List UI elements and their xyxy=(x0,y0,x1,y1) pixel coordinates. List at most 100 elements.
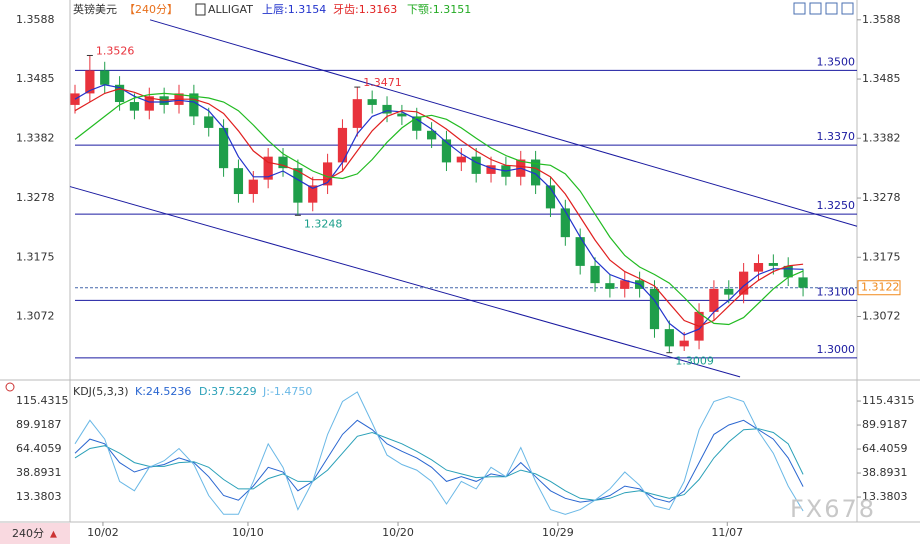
y-tick-label: 38.8931 xyxy=(16,466,62,479)
y-tick-label: 1.3175 xyxy=(16,250,55,263)
price-annotation: 1.3009 xyxy=(675,355,714,368)
watermark: FX678 xyxy=(790,495,876,523)
candle-body xyxy=(649,288,660,330)
jaw-value: 下颚:1.3151 xyxy=(407,3,471,16)
level-label: 1.3370 xyxy=(817,130,856,143)
candle-body xyxy=(798,277,808,288)
tool-button[interactable] xyxy=(825,2,838,15)
tool-button[interactable] xyxy=(809,2,822,15)
candle-body xyxy=(322,162,333,186)
candle-body xyxy=(85,70,95,94)
candle-body xyxy=(605,283,615,289)
symbol: 英镑美元 xyxy=(73,2,117,16)
teeth-value: 牙齿:1.3163 xyxy=(333,3,397,16)
x-tick-label: 10/02 xyxy=(87,526,119,539)
price-annotation: 1.3526 xyxy=(96,44,135,57)
level-label: 1.3100 xyxy=(817,285,856,298)
candle-body xyxy=(337,127,348,163)
last-price-label: 1.3122 xyxy=(861,281,900,294)
y-tick-label: 1.3382 xyxy=(862,131,901,144)
price-annotation: 1.3248 xyxy=(304,217,343,230)
y-tick-label: 64.4059 xyxy=(16,442,62,455)
candle-body xyxy=(531,159,541,186)
candle-body xyxy=(204,116,214,128)
y-tick-label: 1.3588 xyxy=(16,13,55,26)
candle-body xyxy=(100,70,110,85)
level-label: 1.3000 xyxy=(817,343,856,356)
kdj-line xyxy=(74,391,804,515)
candle-body xyxy=(189,93,199,117)
candle-body xyxy=(724,288,734,295)
kdj-line xyxy=(74,419,804,503)
indicator-name: ALLIGAT xyxy=(208,3,253,16)
x-tick-label: 10/20 xyxy=(382,526,414,539)
candle-body xyxy=(233,168,244,195)
price-annotation: 1.3471 xyxy=(363,76,402,89)
level-label: 1.3250 xyxy=(817,199,856,212)
legend-entry: K:24.5236 xyxy=(135,385,191,398)
indicator-icon[interactable] xyxy=(195,3,206,16)
candle-body xyxy=(308,185,318,203)
candle-body xyxy=(367,99,377,105)
tool-button[interactable] xyxy=(793,2,806,15)
alligator-line xyxy=(74,88,804,327)
y-tick-label: 1.3175 xyxy=(862,250,901,263)
period-button[interactable] xyxy=(0,523,70,544)
alligator-line xyxy=(74,84,804,336)
trend-line xyxy=(149,19,858,227)
candle-body xyxy=(129,102,140,111)
candle-body xyxy=(144,96,154,111)
y-tick-label: 1.3072 xyxy=(862,309,901,322)
level-label: 1.3500 xyxy=(817,55,856,68)
x-tick-label: 10/10 xyxy=(232,526,264,539)
y-tick-label: 13.3803 xyxy=(16,490,62,503)
alligator-line xyxy=(74,92,804,326)
x-tick-label: 10/29 xyxy=(542,526,574,539)
y-tick-label: 1.3588 xyxy=(862,13,901,26)
y-tick-label: 1.3485 xyxy=(16,72,55,85)
candle-body xyxy=(486,165,496,174)
period-button-label[interactable]: 240分 xyxy=(12,527,44,540)
period-button-arrow[interactable]: ▲ xyxy=(50,530,57,540)
candle-body xyxy=(382,104,392,114)
candle-body xyxy=(783,265,793,278)
candle-body xyxy=(248,179,258,195)
y-tick-label: 1.3382 xyxy=(16,131,55,144)
candle-body xyxy=(575,237,585,266)
kdj-line xyxy=(74,428,804,501)
candle-body xyxy=(768,263,778,266)
candle-body xyxy=(679,340,689,347)
candle-body xyxy=(739,271,749,295)
y-tick-label: 115.4315 xyxy=(862,394,915,407)
candle-body xyxy=(664,329,674,347)
settings-icon[interactable] xyxy=(5,382,15,392)
period[interactable]: 【240分】 xyxy=(124,3,178,16)
y-tick-label: 89.9187 xyxy=(16,418,62,431)
y-tick-label: 13.3803 xyxy=(862,490,908,503)
kdj-title: KDJ(5,3,3) xyxy=(73,385,129,398)
y-tick-label: 1.3278 xyxy=(16,191,55,204)
candle-body xyxy=(709,288,719,312)
y-tick-label: 1.3072 xyxy=(16,309,55,322)
lips-value: 上唇:1.3154 xyxy=(262,3,326,16)
trend-line xyxy=(69,186,741,378)
last-price-box xyxy=(857,280,901,296)
candle-body xyxy=(412,116,422,131)
candle-body xyxy=(218,127,229,169)
candle-body xyxy=(441,139,452,163)
toolbar xyxy=(793,2,854,15)
y-tick-label: 89.9187 xyxy=(862,418,908,431)
candle-body xyxy=(590,265,600,284)
candle-body xyxy=(545,185,556,209)
candle-body xyxy=(456,156,466,163)
candle-body xyxy=(352,99,362,128)
tool-button[interactable] xyxy=(841,2,854,15)
candle-body xyxy=(753,263,764,272)
candle-body xyxy=(620,280,630,289)
candle-body xyxy=(471,156,481,174)
candle-body xyxy=(397,113,407,117)
x-tick-label: 11/07 xyxy=(711,526,743,539)
